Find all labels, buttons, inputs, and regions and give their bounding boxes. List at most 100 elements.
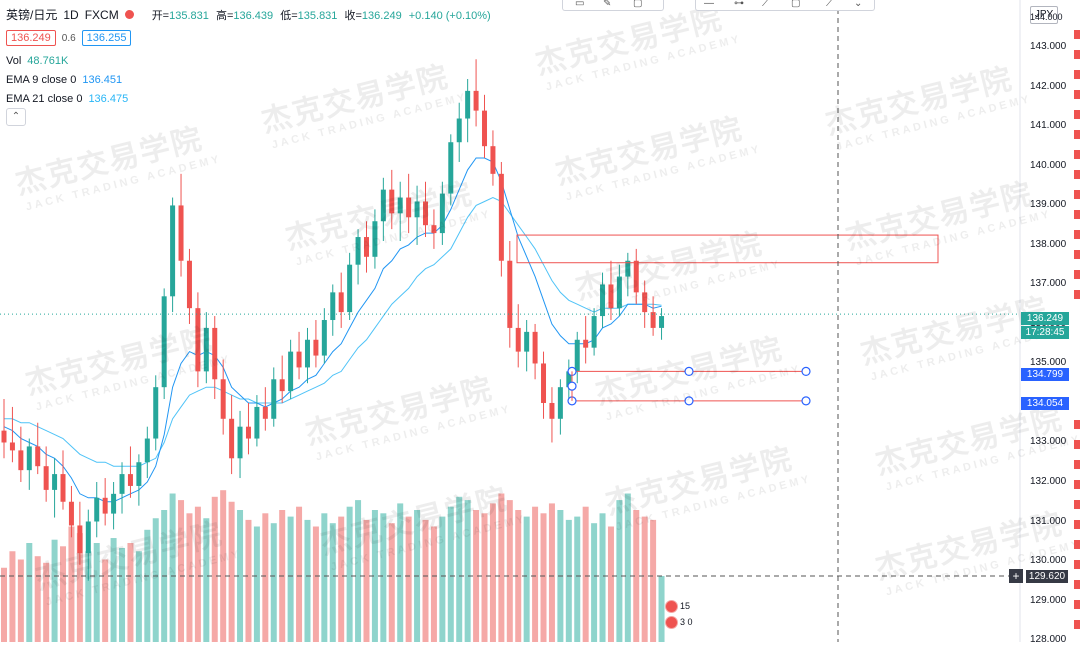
- candle-body: [170, 205, 176, 297]
- candle-body: [18, 450, 24, 471]
- drag-handle: [801, 396, 811, 406]
- volume-bar: [338, 516, 345, 642]
- volume-bar: [548, 503, 555, 642]
- square-icon[interactable]: ▢: [633, 0, 643, 9]
- candle-body: [482, 110, 488, 147]
- volume-bar: [17, 559, 24, 642]
- volume-bar: [262, 513, 269, 642]
- volume-bar: [473, 510, 480, 642]
- candle-body: [389, 189, 395, 214]
- exchange: FXCM: [84, 7, 119, 22]
- volume-bar: [237, 510, 244, 642]
- candle-body: [52, 474, 58, 490]
- volume-bar: [380, 513, 387, 642]
- candle-body: [608, 284, 614, 309]
- candle-body: [127, 474, 133, 486]
- candle-body: [541, 363, 547, 403]
- volume-bar: [532, 506, 539, 642]
- edge-marker: [1074, 600, 1080, 609]
- ema9-value: 136.451: [82, 74, 123, 86]
- candle-body: [524, 331, 530, 352]
- price-axis-tick: 141.000: [1030, 120, 1067, 132]
- symbol-name[interactable]: 英镑/日元: [6, 8, 58, 22]
- event-badge-icon[interactable]: [665, 600, 678, 613]
- price-axis-tick: 128.000: [1030, 634, 1067, 645]
- volume-bar: [599, 513, 606, 642]
- volume-legend[interactable]: Vol 48.761K: [6, 55, 69, 67]
- volume-bar: [203, 518, 210, 642]
- candle-body: [574, 339, 580, 372]
- volume-bar: [658, 576, 665, 642]
- edge-marker: [1074, 440, 1080, 449]
- trend-icon[interactable]: ⟋: [826, 0, 833, 9]
- volume-bar: [405, 516, 412, 642]
- price-axis-tick: 130.000: [1030, 555, 1067, 566]
- candle-body: [85, 521, 91, 554]
- volume-bar: [355, 500, 362, 642]
- add-plus-button[interactable]: +: [1009, 569, 1023, 583]
- candle-body: [161, 296, 167, 388]
- volume-bar: [135, 551, 142, 642]
- line-style-icon[interactable]: —: [704, 0, 714, 9]
- volume-bar: [253, 526, 260, 642]
- volume-bar: [186, 513, 193, 642]
- ema9-legend[interactable]: EMA 9 close 0 136.451: [6, 74, 123, 86]
- candle-body: [423, 201, 428, 226]
- edge-marker: [1074, 70, 1080, 79]
- edge-marker: [1074, 270, 1080, 279]
- candle-body: [600, 284, 606, 317]
- pencil-icon[interactable]: ✎: [603, 0, 612, 9]
- volume-bar: [194, 506, 201, 642]
- edge-marker: [1074, 30, 1080, 39]
- candle-body: [321, 320, 327, 356]
- level-tag-lower: 134.054: [1021, 397, 1069, 410]
- rectangle-icon[interactable]: ▭: [575, 0, 585, 9]
- drag-handle: [567, 381, 577, 391]
- floating-toolbar-2[interactable]: — ⊶ ⟋ ▢ ⟋ ⌄: [695, 0, 875, 11]
- candle-body: [465, 90, 471, 119]
- floating-toolbar-1[interactable]: ▭ ✎ ▢: [562, 0, 664, 11]
- candle-body: [178, 205, 184, 261]
- candle-body: [591, 316, 597, 348]
- volume-bar: [43, 562, 50, 642]
- candle-body: [245, 426, 251, 439]
- line-tool-icon[interactable]: ⟋: [762, 0, 769, 9]
- volume-bar: [591, 523, 598, 642]
- candle-body: [557, 387, 563, 419]
- volume-bar: [51, 539, 58, 642]
- candle-body: [566, 371, 572, 388]
- more-icon[interactable]: ⌄: [854, 0, 863, 9]
- candle-body: [397, 197, 403, 214]
- price-axis-tick: 129.000: [1030, 594, 1067, 606]
- ema21-legend[interactable]: EMA 21 close 0 136.475: [6, 93, 129, 105]
- volume-bar: [616, 500, 623, 642]
- edge-marker: [1074, 480, 1080, 489]
- lock-icon[interactable]: ▢: [791, 0, 801, 9]
- event-badge-icon[interactable]: [665, 616, 678, 629]
- resistance-zone-box: [516, 234, 939, 264]
- price-axis-tick: 138.000: [1030, 238, 1067, 250]
- candle-body: [490, 146, 496, 174]
- candle-body: [439, 193, 445, 234]
- line-width-icon[interactable]: ⊶: [734, 0, 744, 9]
- price-axis-tick: 139.000: [1030, 199, 1067, 211]
- volume-bar: [34, 556, 41, 642]
- candle-body: [313, 339, 319, 356]
- bid-box[interactable]: 136.249: [6, 30, 56, 46]
- price-axis-tick: 142.000: [1030, 80, 1067, 92]
- crosshair-price-tag: 129.620: [1026, 570, 1068, 583]
- collapse-legend-button[interactable]: ⌃: [6, 108, 26, 126]
- interval[interactable]: 1D: [63, 7, 79, 22]
- price-axis-tick: 143.000: [1030, 41, 1067, 53]
- candle-body: [229, 418, 235, 459]
- volume-bar: [422, 519, 429, 642]
- currency-button[interactable]: JPY: [1030, 6, 1058, 24]
- ask-box[interactable]: 136.255: [81, 30, 132, 46]
- volume-bar: [388, 523, 395, 642]
- edge-marker: [1074, 420, 1080, 429]
- candle-body: [153, 387, 159, 439]
- ohlc-values: 开=135.831 高=136.439 低=135.831 收=136.249 …: [151, 9, 491, 22]
- volume-bar: [506, 500, 513, 642]
